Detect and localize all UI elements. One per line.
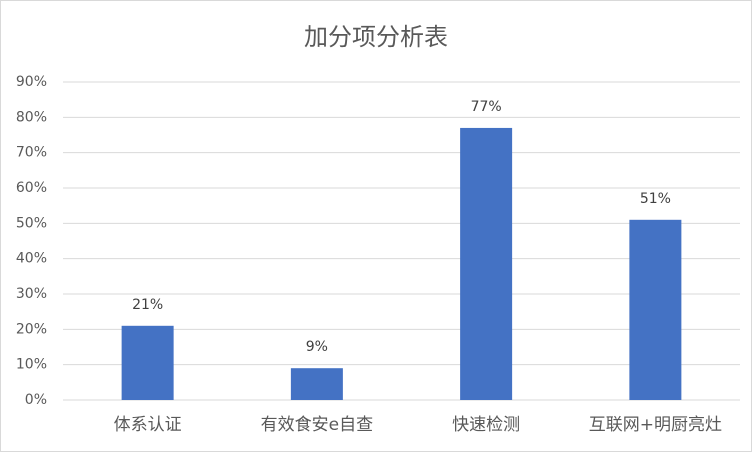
bar xyxy=(460,127,513,400)
bar xyxy=(629,219,682,400)
x-tick-label: 体系认证 xyxy=(114,415,182,435)
value-label: 21% xyxy=(132,297,163,313)
x-tick-label: 有效食安e自查 xyxy=(261,415,373,435)
bar xyxy=(121,325,174,400)
value-label: 77% xyxy=(471,99,502,115)
y-tick-label: 80% xyxy=(16,109,47,125)
y-tick-label: 60% xyxy=(16,180,47,196)
y-tick-label: 40% xyxy=(16,251,47,267)
y-tick-label: 50% xyxy=(16,215,47,231)
value-label: 9% xyxy=(306,339,328,355)
y-tick-label: 20% xyxy=(16,321,47,337)
y-tick-label: 10% xyxy=(16,357,47,373)
y-tick-label: 70% xyxy=(16,145,47,161)
y-tick-label: 0% xyxy=(25,392,47,408)
x-tick-label: 互联网+明厨亮灶 xyxy=(589,415,722,435)
chart-title: 加分项分析表 xyxy=(304,23,448,51)
x-tick-label: 快速检测 xyxy=(452,415,520,435)
value-label: 51% xyxy=(640,191,671,207)
bar xyxy=(290,368,343,400)
y-tick-label: 90% xyxy=(16,74,47,90)
y-tick-label: 30% xyxy=(16,286,47,302)
